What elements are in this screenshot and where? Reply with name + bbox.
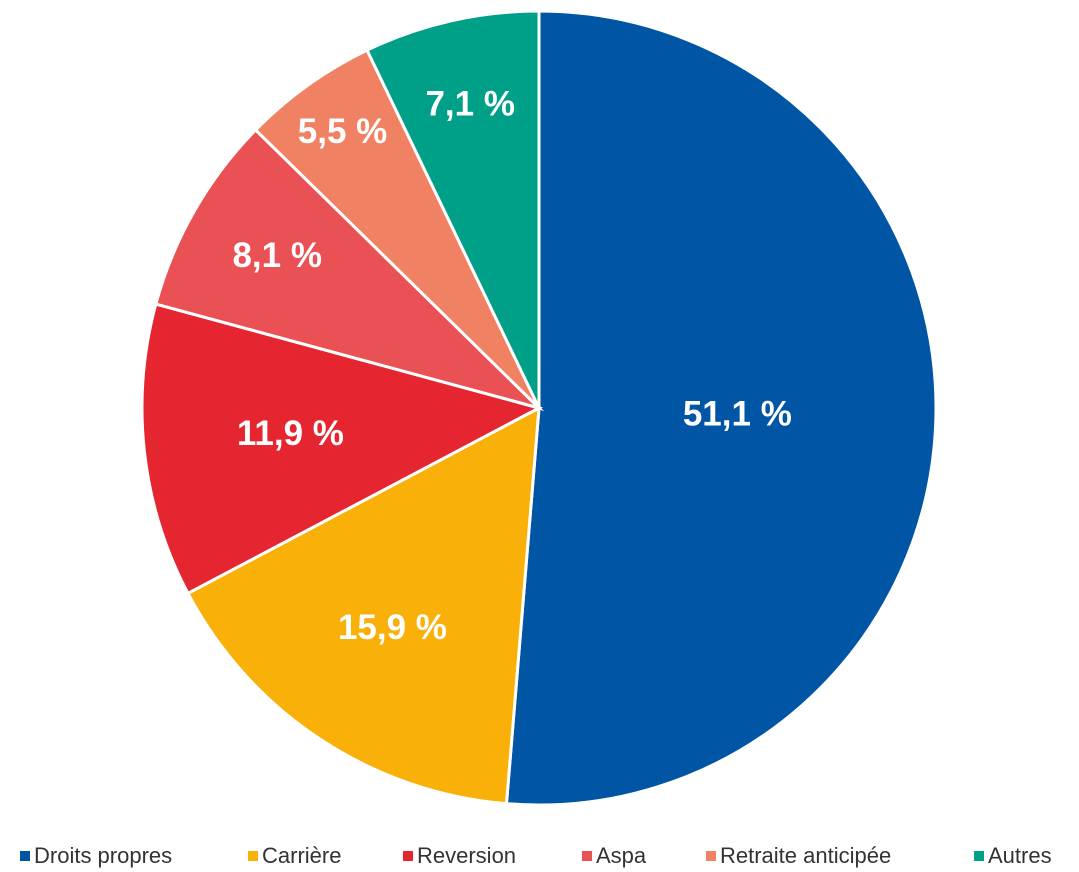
pie-slice <box>504 9 938 807</box>
legend-label: Droits propres <box>34 843 172 868</box>
legend-label: Carrière <box>262 843 341 868</box>
pie-slice <box>154 127 545 411</box>
data-label: 7,1 % <box>425 84 515 123</box>
legend-swatch <box>582 851 592 861</box>
data-label: 8,1 % <box>232 236 322 275</box>
pie-slice <box>185 405 541 806</box>
data-label: 11,9 % <box>237 414 344 453</box>
data-label: 5,5 % <box>298 112 388 151</box>
legend-swatch <box>974 851 984 861</box>
legend-swatch <box>403 851 413 861</box>
legend-label: Aspa <box>596 843 647 868</box>
legend-label: Autres <box>988 843 1052 868</box>
data-label: 51,1 % <box>683 394 792 433</box>
data-label: 15,9 % <box>338 608 447 647</box>
pie-slice <box>253 48 541 410</box>
legend-swatch <box>248 851 258 861</box>
legend-label: Retraite anticipée <box>720 843 891 868</box>
legend-swatch <box>20 851 30 861</box>
legend-swatch <box>706 851 716 861</box>
legend-label: Reversion <box>417 843 516 868</box>
pie-slice <box>140 302 544 596</box>
pie-slice <box>365 9 541 409</box>
